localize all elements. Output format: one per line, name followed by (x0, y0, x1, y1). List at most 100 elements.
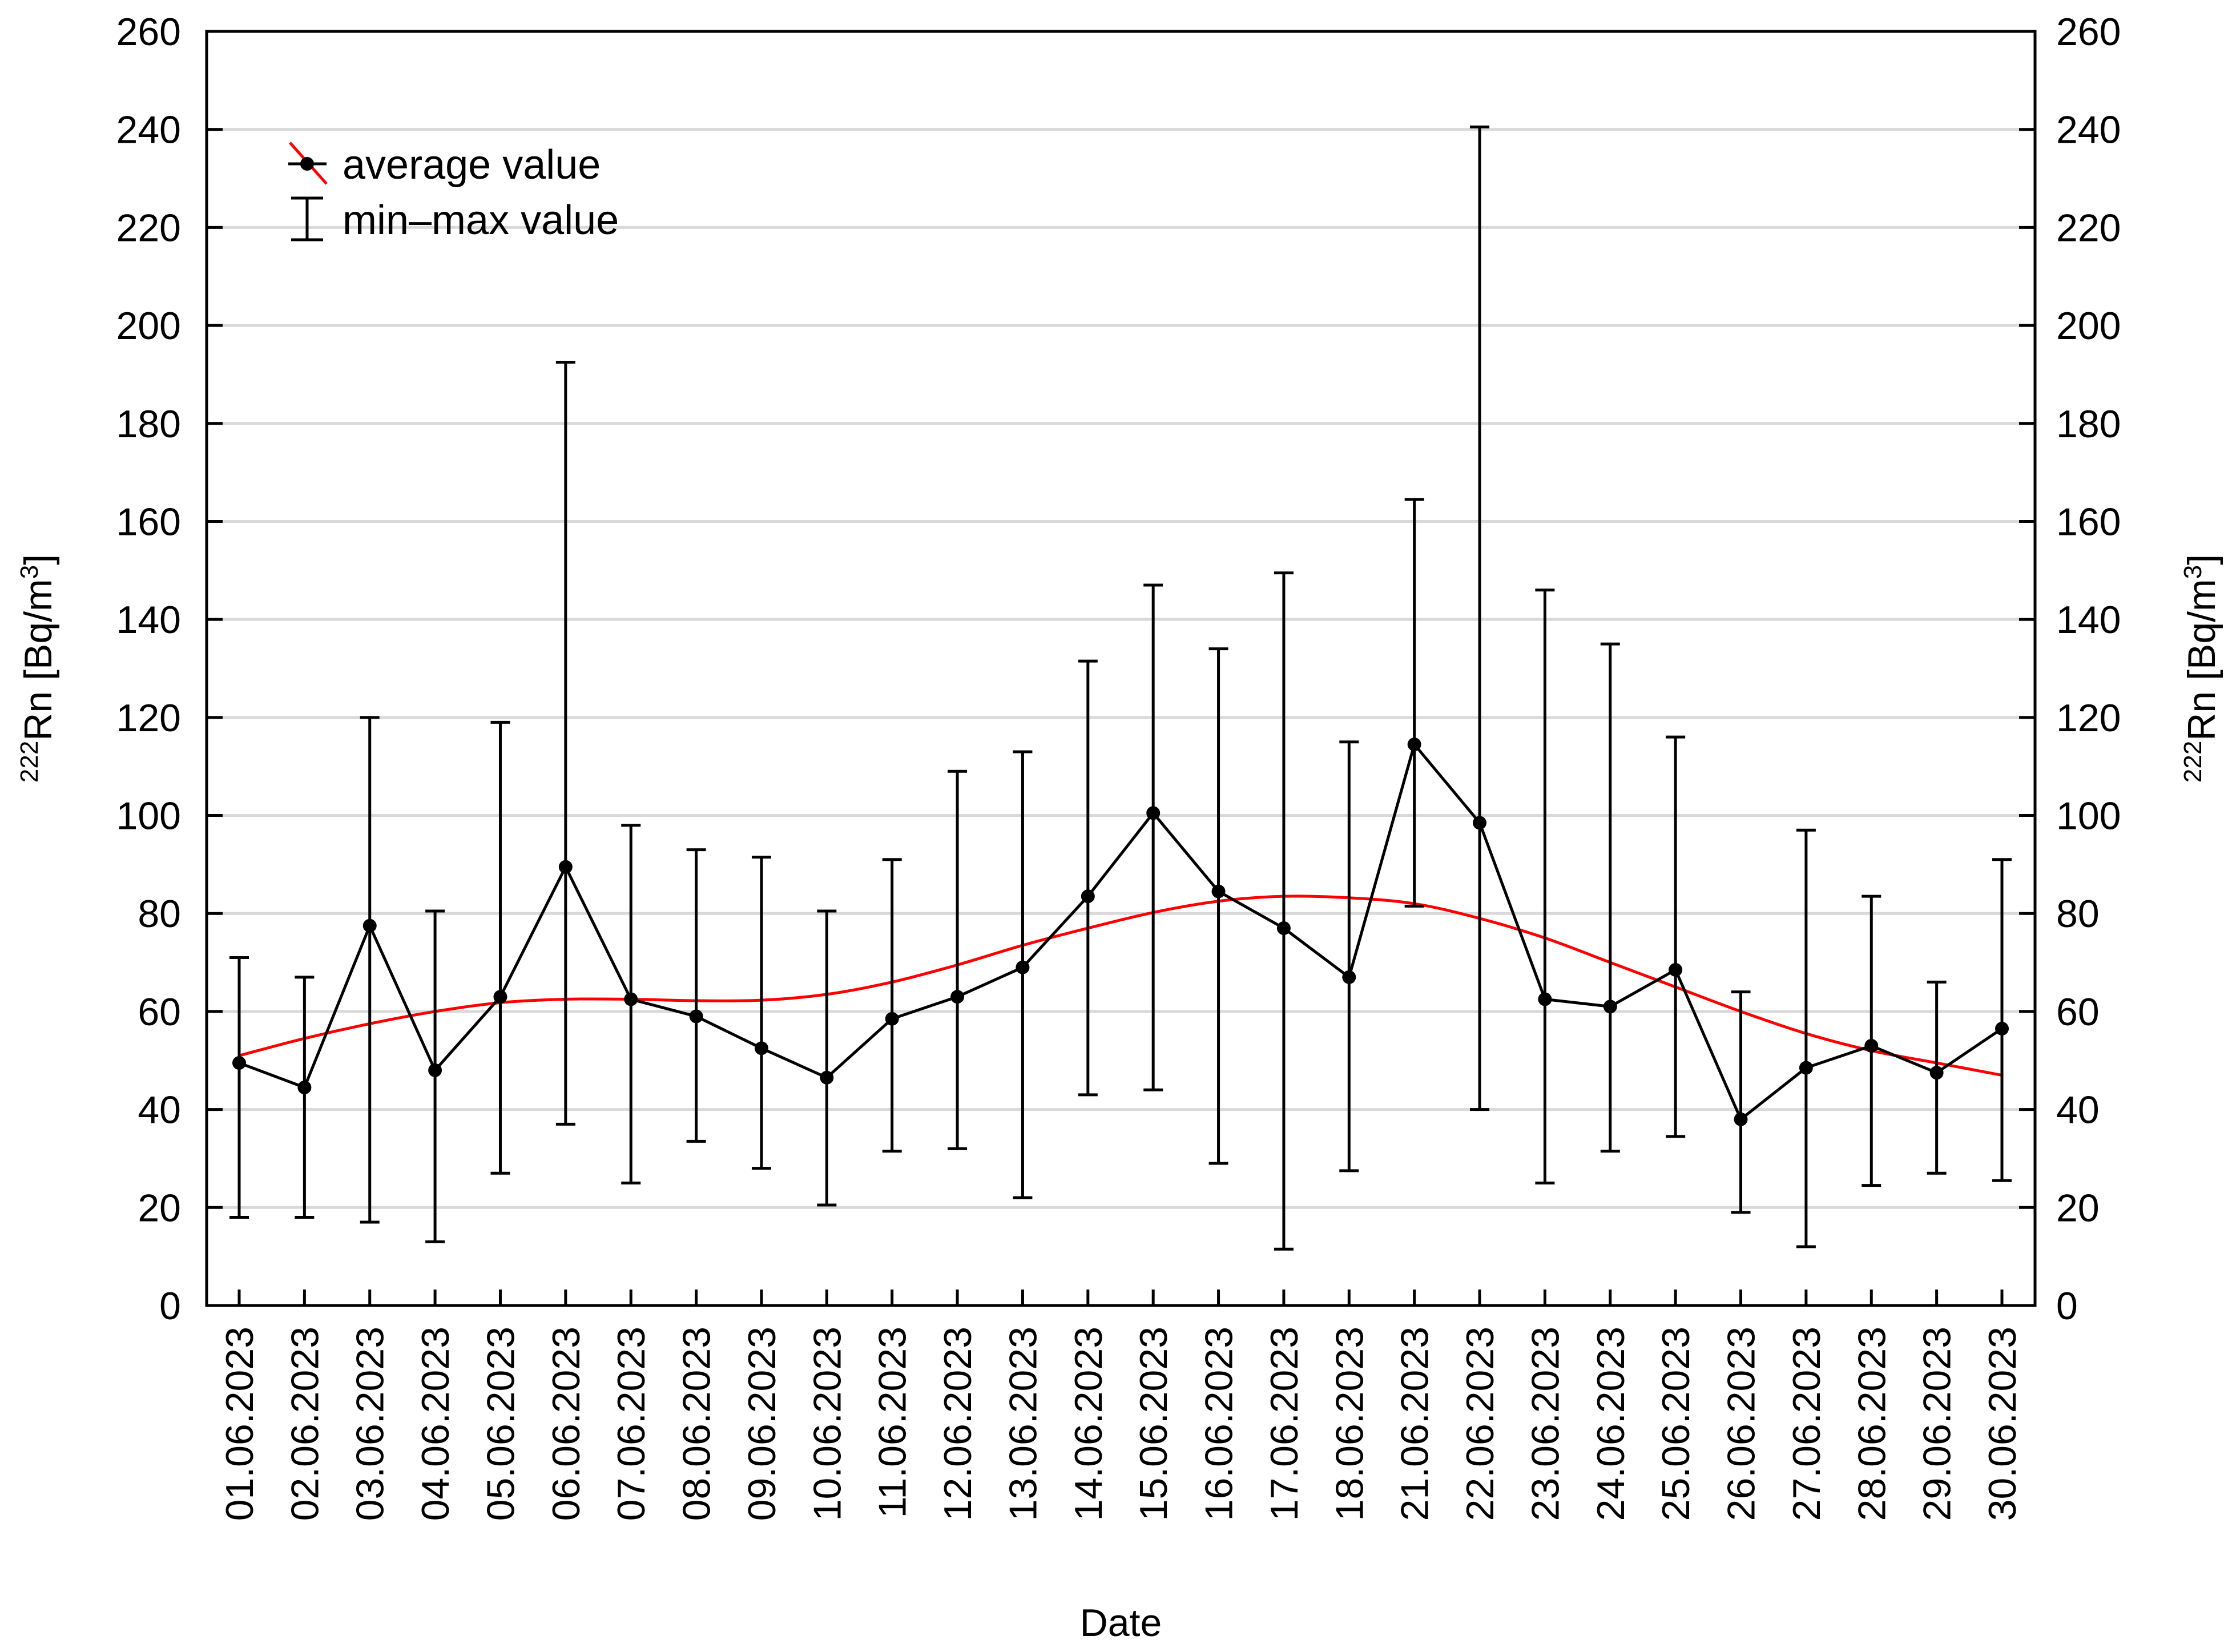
average-point (362, 918, 377, 933)
x-tick-label: 25.06.2023 (1654, 1327, 1698, 1521)
error-bars-group (229, 125, 2012, 1251)
average-point (1473, 816, 1487, 830)
y-axis-right: 0 20 40 60 80 100 120 140 160 180 200 220 240 260 (2019, 10, 2121, 1328)
y-axis-left: 0 20 40 60 80 100 120 140 160 180 200 220 240 260 (116, 10, 223, 1328)
average-point (1929, 1066, 1944, 1080)
average-point (297, 1080, 312, 1094)
average-points-group (232, 738, 2009, 1126)
x-tick-label: 22.06.2023 (1459, 1327, 1502, 1521)
average-point (1603, 1000, 1617, 1014)
average-point (1864, 1039, 1879, 1053)
x-tick-label: 30.06.2023 (1981, 1327, 2024, 1521)
y-tick-label: 40 (138, 1089, 181, 1132)
y-tick-label-right: 40 (2056, 1089, 2100, 1132)
average-point (820, 1070, 834, 1085)
y-tick-label: 120 (116, 696, 181, 740)
y-tick-label-right: 140 (2056, 598, 2121, 642)
trend-line-group (239, 895, 2003, 1077)
average-point (689, 1009, 703, 1024)
y-tick-label-right: 160 (2056, 500, 2121, 543)
y-tick-label: 240 (116, 108, 181, 152)
y-tick-label-right: 80 (2056, 892, 2100, 936)
x-axis-title: Date (1080, 1601, 1162, 1645)
average-point (1146, 806, 1161, 820)
average-point (1669, 962, 1683, 977)
y-axis-title-exponent-right: 3 (2179, 565, 2207, 579)
y-tick-label: 140 (116, 598, 181, 642)
average-point (624, 992, 638, 1006)
average-line-group (239, 741, 2003, 1122)
legend-average-marker-icon (300, 157, 314, 171)
average-point (885, 1012, 899, 1026)
x-tick-label: 10.06.2023 (805, 1327, 849, 1521)
x-tick-label: 28.06.2023 (1850, 1327, 1893, 1521)
x-tick-label: 01.06.2023 (218, 1327, 261, 1521)
x-tick-label: 17.06.2023 (1263, 1327, 1306, 1521)
y-tick-label-right: 60 (2056, 990, 2100, 1034)
y-tick-label: 80 (138, 892, 181, 936)
y-tick-label-right: 180 (2056, 402, 2121, 446)
x-tick-label: 07.06.2023 (610, 1327, 653, 1521)
y-tick-label-right: 220 (2056, 206, 2121, 249)
average-point (1538, 992, 1552, 1006)
y-tick-label: 260 (116, 10, 181, 54)
x-tick-label: 14.06.2023 (1067, 1327, 1110, 1521)
x-tick-label: 09.06.2023 (740, 1327, 784, 1521)
average-point (1016, 960, 1030, 974)
x-tick-label: 02.06.2023 (283, 1327, 327, 1521)
y-axis-title-suffix-right: ] (2180, 554, 2223, 565)
legend-average-label: average value (343, 142, 601, 188)
average-point (232, 1056, 246, 1070)
x-tick-label: 05.06.2023 (479, 1327, 522, 1521)
y-axis-title-right: 222Rn [Bq/m3] (2179, 554, 2223, 783)
average-point (428, 1063, 442, 1077)
y-tick-label: 160 (116, 500, 181, 543)
average-point (1799, 1061, 1813, 1075)
y-axis-title-isotope: 222 (15, 741, 43, 783)
x-axis: 01.06.2023 02.06.2023 03.06.2023 04.06.2023… (218, 1290, 2024, 1521)
y-tick-label-right: 240 (2056, 108, 2121, 152)
x-tick-label: 06.06.2023 (545, 1327, 588, 1521)
y-tick-label-right: 0 (2056, 1284, 2078, 1328)
y-tick-label: 200 (116, 304, 181, 348)
average-point (1211, 884, 1226, 898)
y-tick-label-right: 120 (2056, 696, 2121, 740)
y-axis-title-suffix: ] (17, 554, 60, 565)
y-axis-title-left: 222Rn [Bq/m3] (15, 554, 60, 783)
y-tick-label: 20 (138, 1186, 181, 1230)
average-line (239, 741, 2003, 1122)
x-tick-label: 21.06.2023 (1393, 1327, 1437, 1521)
y-tick-label: 100 (116, 795, 181, 838)
average-point (1342, 970, 1356, 984)
gridlines (207, 128, 2035, 1209)
average-point (1734, 1112, 1748, 1126)
y-tick-label-right: 100 (2056, 795, 2121, 838)
x-tick-label: 29.06.2023 (1916, 1327, 1959, 1521)
y-tick-label: 60 (138, 990, 181, 1034)
average-point (1995, 1021, 2009, 1035)
average-point (558, 860, 573, 874)
average-point (1407, 738, 1421, 752)
plot-frame (205, 30, 2037, 1307)
y-tick-label-right: 260 (2056, 10, 2121, 54)
x-tick-label: 26.06.2023 (1720, 1327, 1763, 1521)
x-tick-label: 15.06.2023 (1132, 1327, 1175, 1521)
legend: average value min–max value (288, 142, 619, 243)
x-tick-label: 08.06.2023 (675, 1327, 719, 1521)
average-point (1276, 921, 1291, 935)
x-tick-label: 11.06.2023 (871, 1327, 914, 1518)
y-axis-title-exponent: 3 (15, 565, 43, 579)
y-axis-title-main-right: Rn [Bq/m (2180, 579, 2223, 740)
x-tick-label: 04.06.2023 (414, 1327, 457, 1521)
average-point (493, 990, 507, 1004)
x-tick-label: 24.06.2023 (1589, 1327, 1633, 1521)
x-tick-label: 23.06.2023 (1524, 1327, 1567, 1521)
y-axis-title-main: Rn [Bq/m (17, 579, 60, 740)
average-point (1081, 889, 1095, 904)
average-point (754, 1041, 768, 1055)
trend-line (239, 895, 2003, 1077)
legend-minmax-label: min–max value (343, 198, 619, 243)
x-tick-label: 18.06.2023 (1328, 1327, 1371, 1521)
x-tick-label: 27.06.2023 (1785, 1327, 1828, 1521)
